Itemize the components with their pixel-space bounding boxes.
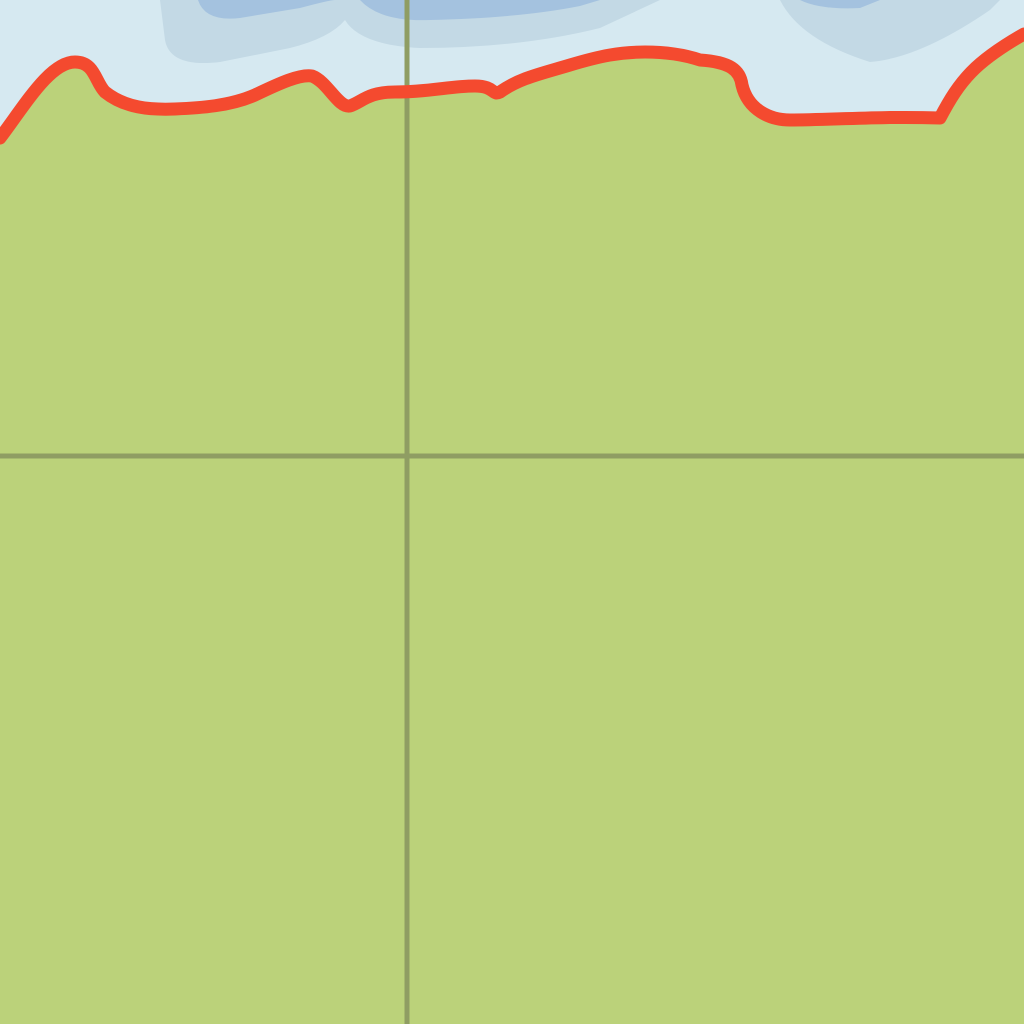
boundary-line[interactable] <box>0 27 1024 145</box>
land-area <box>0 34 1024 1024</box>
water-depth-band-shallow <box>160 0 660 64</box>
water-depth-band-shallow-east <box>780 0 1000 62</box>
water-depth-band-deep-east <box>800 0 880 9</box>
water-depth-band-deep <box>198 0 600 21</box>
